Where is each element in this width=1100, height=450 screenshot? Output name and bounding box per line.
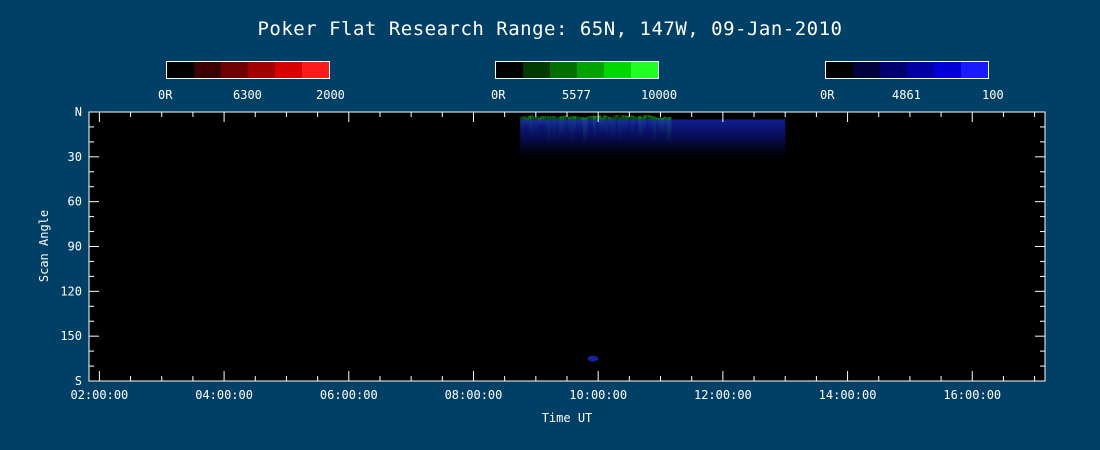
oxygen-green-streak xyxy=(645,115,649,124)
aurora-features xyxy=(520,115,786,362)
colorbar-swatch xyxy=(523,62,550,78)
colorbar-6300-min-label: 0R xyxy=(158,88,173,102)
colorbar-swatch xyxy=(853,62,880,78)
y-tick-label: 120 xyxy=(60,284,82,298)
colorbar-swatch xyxy=(961,62,988,78)
colorbar-4861-min-label: 0R xyxy=(820,88,835,102)
colorbar-swatch xyxy=(496,62,523,78)
colorbar-6300-name-label: 6300 xyxy=(233,88,262,102)
colorbar-swatch xyxy=(302,62,329,78)
y-tick-label: 150 xyxy=(60,329,82,343)
colorbar-5577-max-label: 10000 xyxy=(641,88,678,102)
y-tick-label: 90 xyxy=(68,240,82,254)
x-tick-label: 14:00:00 xyxy=(819,388,877,402)
colorbar-4861-max-label: 100 xyxy=(982,88,1004,102)
colorbar-swatch xyxy=(550,62,577,78)
colorbar-swatch xyxy=(907,62,934,78)
colorbar-swatch xyxy=(275,62,302,78)
oxygen-green-streak xyxy=(615,115,619,124)
colorbar-5577-min-label: 0R xyxy=(491,88,506,102)
colorbar-swatch xyxy=(604,62,631,78)
x-tick-label: 12:00:00 xyxy=(694,388,752,402)
x-tick-label: 02:00:00 xyxy=(70,388,128,402)
x-tick-label: 08:00:00 xyxy=(445,388,503,402)
y-axis-label: Scan Angle xyxy=(37,210,51,282)
colorbar-swatch xyxy=(934,62,961,78)
x-tick-label: 04:00:00 xyxy=(195,388,253,402)
x-tick-label: 06:00:00 xyxy=(320,388,378,402)
x-tick-label: 16:00:00 xyxy=(943,388,1001,402)
colorbar-5577-name-label: 5577 xyxy=(562,88,591,102)
colorbar-4861-name-label: 4861 xyxy=(892,88,921,102)
colorbar-swatch xyxy=(248,62,275,78)
y-tick-label: 60 xyxy=(68,195,82,209)
colorbar-6300-max-label: 2000 xyxy=(316,88,345,102)
x-tick-label: 10:00:00 xyxy=(569,388,627,402)
colorbar-swatch xyxy=(577,62,604,78)
colorbar-swatch xyxy=(194,62,221,78)
axes: 02:00:00 04:00:00 06:00:00 08:00:00 10:00:00… xyxy=(60,105,1045,402)
hbeta-emission-band xyxy=(520,119,786,165)
chart-title: Poker Flat Research Range: 65N, 147W, 09… xyxy=(257,18,843,40)
x-axis-label: Time UT xyxy=(542,411,593,425)
colorbar-swatch xyxy=(167,62,194,78)
y-tick-label: N xyxy=(75,105,82,119)
y-tick-label: S xyxy=(75,374,82,388)
hbeta-emission-spot xyxy=(587,355,599,362)
colorbar-swatch xyxy=(631,62,658,78)
colorbar-swatch xyxy=(826,62,853,78)
colorbar-swatch xyxy=(880,62,907,78)
y-tick-label: 30 xyxy=(68,150,82,164)
colorbar-swatch xyxy=(221,62,248,78)
